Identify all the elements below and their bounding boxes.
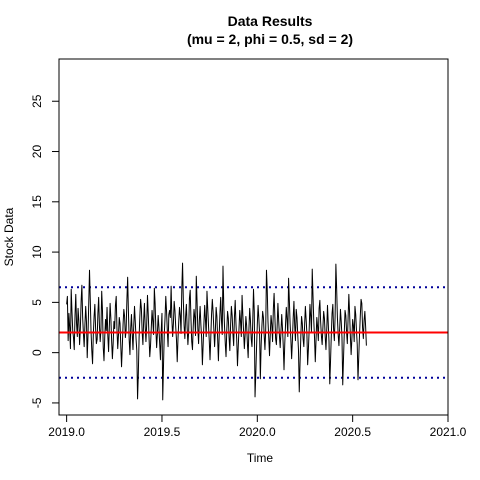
plot-frame <box>58 58 449 416</box>
chart-subtitle: (mu = 2, phi = 0.5, sd = 2) <box>187 31 353 47</box>
y-tick-label: 25 <box>30 94 44 108</box>
x-tick-label: 2020.5 <box>334 425 371 439</box>
x-tick-label: 2021.0 <box>430 425 467 439</box>
x-tick-label: 2019.0 <box>48 425 85 439</box>
chart-title: Data Results <box>228 13 313 29</box>
y-tick-label: 20 <box>30 145 44 159</box>
y-tick-label: 15 <box>30 195 44 209</box>
y-tick-label: -5 <box>30 397 44 408</box>
x-tick-label: 2019.5 <box>144 425 181 439</box>
y-tick-label: 10 <box>30 245 44 259</box>
reference-lines <box>59 286 448 379</box>
x-axis-label: Time <box>247 451 274 465</box>
y-axis-label: Stock Data <box>2 207 16 266</box>
x-tick-label: 2020.0 <box>239 425 276 439</box>
series-line <box>66 262 367 401</box>
y-tick-label: 5 <box>30 299 44 306</box>
x-axis: 2019.0 2019.5 2020.0 2020.5 2021.0 <box>48 415 467 439</box>
y-axis: -5 0 5 10 15 20 25 <box>30 94 59 408</box>
series-layer <box>59 262 448 401</box>
y-tick-label: 0 <box>30 349 44 356</box>
